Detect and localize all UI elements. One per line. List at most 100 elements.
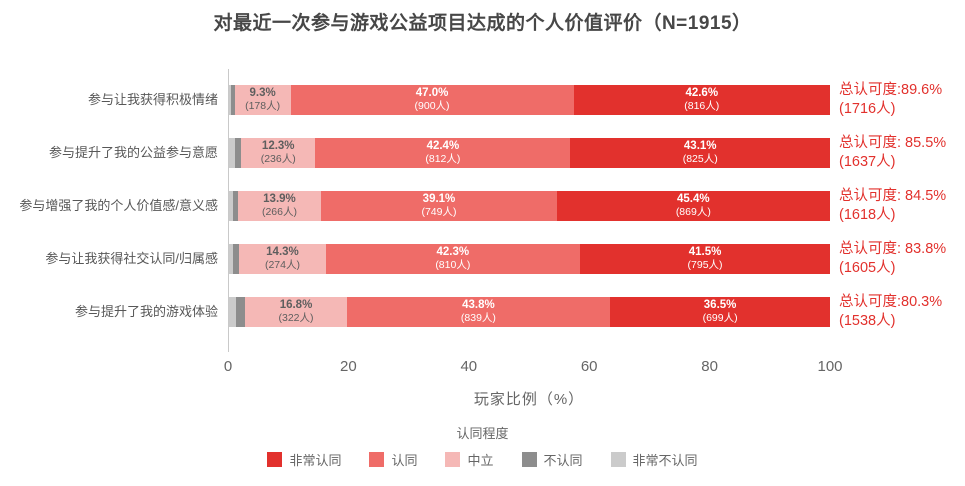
segment-strongly-agree: 42.6% (816人) [573,84,830,115]
stacked-bar: 14.3% (274人) 42.3% (810人) 41.5% (795人) [228,243,830,274]
segment-count-label: (749人) [421,206,457,219]
segment-disagree [234,137,242,168]
segment-strongly-agree: 36.5% (699人) [610,296,830,327]
stacked-bar: 12.3% (236人) 42.4% (812人) 43.1% (825人) [228,137,830,168]
plot-area: 参与让我获得积极情绪 9.3% (178人) 47.0% (900人) 42.6% (816… [0,69,965,352]
segment-percent-label: 42.3% [436,245,470,258]
segment-strongly-agree: 41.5% (795人) [580,243,830,274]
segment-strongly-disagree [228,190,233,221]
legend-item: 不认同 [521,450,583,469]
segment-percent-label: 12.3% [261,139,295,152]
segment-percent-label: 43.8% [462,298,495,311]
total-approval-percent: 总认可度: 85.5% [839,134,947,151]
category-label: 参与提升了我的游戏体验 [74,303,218,319]
segment-count-label: (699人) [702,312,738,325]
xlabel-right-spacer [830,388,965,409]
legend-swatch [369,452,385,467]
segment-strongly-disagree [228,243,234,274]
segment-neutral: 14.3% (274人) [239,243,326,274]
segment-percent-label: 39.1% [422,192,456,205]
total-approval-count: (1538人) [839,312,896,329]
category-label: 参与提升了我的公益参与意愿 [48,144,218,160]
bar-row: 参与提升了我的游戏体验 16.8% (322人) 43.8% (839人) 36.5% (6… [0,285,965,338]
segment-agree: 42.3% (810人) [325,243,581,274]
legend-label: 中立 [467,453,494,468]
segment-strongly-agree: 43.1% (825人) [570,137,830,168]
legend-item: 认同 [369,450,417,469]
segment-count-label: (236人) [260,153,296,166]
total-approval-label: 总认可度: 83.8% (1605人) [830,240,965,278]
segment-percent-label: 43.1% [683,139,717,152]
segment-disagree [231,84,235,115]
total-approval-label: 总认可度: 85.5% (1637人) [830,134,965,172]
segment-percent-label: 42.6% [685,86,719,99]
axis-right-spacer [830,358,965,376]
stacked-bar: 16.8% (322人) 43.8% (839人) 36.5% (699人) [228,296,830,327]
segment-count-label: (900人) [414,100,450,113]
chart-title: 对最近一次参与游戏公益项目达成的个人价值评价（N=1915） [213,13,752,34]
total-approval-count: (1618人) [839,206,896,223]
legend-label: 非常认同 [289,453,342,468]
axis-left-spacer [0,358,228,376]
segment-count-label: (322人) [278,312,314,325]
segment-neutral: 12.3% (236人) [241,137,316,168]
segment-percent-label: 47.0% [415,86,449,99]
bar-row: 参与提升了我的公益参与意愿 12.3% (236人) 42.4% (812人) 43.1%… [0,126,965,179]
segment-disagree [236,296,246,327]
segment-count-label: (274人) [264,259,300,272]
segment-count-label: (178人) [245,100,281,113]
segment-percent-label: 9.3% [249,86,276,99]
segment-percent-label: 41.5% [688,245,722,258]
category-label: 参与让我获得积极情绪 [87,91,218,107]
total-approval-count: (1716人) [839,100,896,117]
segment-count-label: (810人) [435,259,471,272]
segment-percent-label: 45.4% [677,192,710,205]
segment-agree: 42.4% (812人) [315,137,571,168]
legend-label: 认同 [391,453,418,468]
segment-neutral: 13.9% (266人) [237,190,322,221]
total-approval-percent: 总认可度:89.6% [839,81,943,98]
bar-row: 参与增强了我的个人价值感/意义感 13.9% (266人) 39.1% (749人) 45… [0,179,965,232]
legend-swatch [521,452,537,467]
bar-row: 参与让我获得积极情绪 9.3% (178人) 47.0% (900人) 42.6% (816… [0,73,965,126]
total-approval-percent: 总认可度: 84.5% [839,187,947,204]
x-tick-label: 0 [223,358,233,375]
legend-swatch [445,452,461,467]
legend-items: 非常认同 认同 中立 不认同 非常不认同 [0,450,965,469]
total-approval-count: (1637人) [839,153,896,170]
bar-rows: 参与让我获得积极情绪 9.3% (178人) 47.0% (900人) 42.6% (816… [0,73,965,338]
legend-item: 中立 [445,450,494,469]
total-approval-percent: 总认可度: 83.8% [839,240,947,257]
segment-percent-label: 42.4% [426,139,460,152]
legend-swatch [267,452,283,467]
legend: 认同程度 非常认同 认同 中立 不认同 非常不认同 [0,423,965,469]
x-axis-label-row: 玩家比例（%） [0,388,965,409]
segment-count-label: (839人) [460,312,496,325]
x-axis: 0 20 40 60 80 100 [0,358,965,376]
segment-count-label: (816人) [684,100,720,113]
x-tick-label: 40 [460,358,478,375]
total-approval-percent: 总认可度:80.3% [839,293,943,310]
segment-percent-label: 16.8% [279,298,313,311]
segment-strongly-disagree [228,296,237,327]
legend-label: 不认同 [543,453,583,468]
legend-label: 非常不认同 [632,453,698,468]
legend-title: 认同程度 [456,426,509,441]
xlabel-left-spacer [0,388,228,409]
total-approval-label: 总认可度:80.3% (1538人) [830,293,965,331]
stacked-bar: 9.3% (178人) 47.0% (900人) 42.6% (816人) [228,84,830,115]
bar-row: 参与让我获得社交认同/归属感 14.3% (274人) 42.3% (810人) 41.5… [0,232,965,285]
stacked-bar: 13.9% (266人) 39.1% (749人) 45.4% (869人) [228,190,830,221]
segment-count-label: (795人) [687,259,723,272]
legend-item: 非常认同 [267,450,341,469]
x-tick-label: 20 [340,358,357,375]
segment-percent-label: 14.3% [266,245,299,258]
segment-agree: 47.0% (900人) [290,84,574,115]
total-approval-count: (1605人) [839,259,896,276]
segment-strongly-agree: 45.4% (869人) [556,190,830,221]
x-tick-label: 60 [580,358,598,375]
segment-strongly-disagree [228,84,231,115]
category-label: 参与让我获得社交认同/归属感 [45,250,218,266]
segment-count-label: (266人) [261,206,297,219]
